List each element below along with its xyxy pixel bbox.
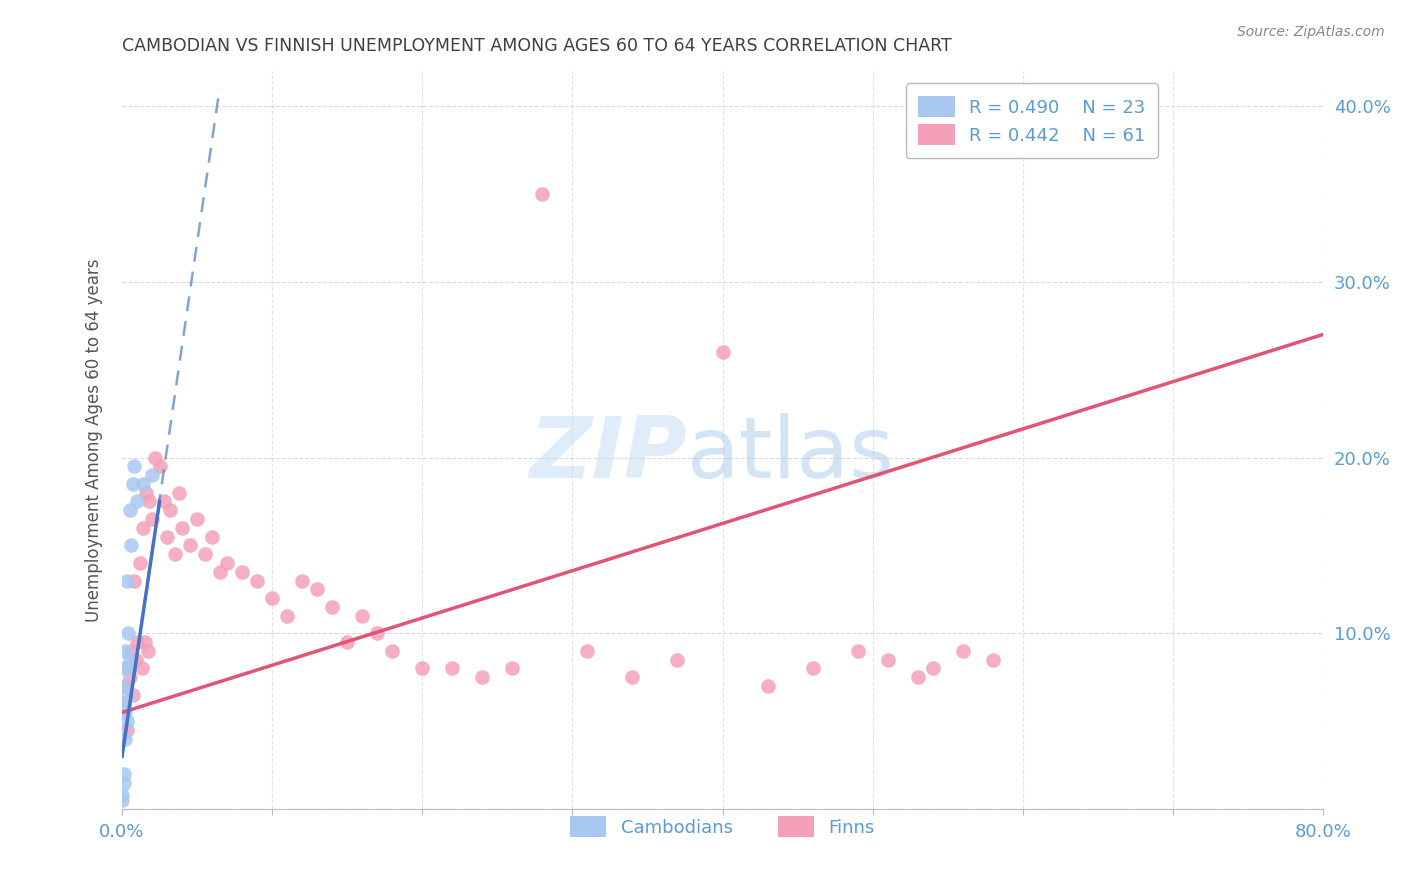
Point — [163, 547, 186, 561]
Point — [756, 679, 779, 693]
Point — [186, 512, 208, 526]
Point — [307, 582, 329, 597]
Point — [321, 599, 343, 614]
Point — [111, 788, 134, 802]
Point — [148, 459, 170, 474]
Point — [135, 485, 157, 500]
Point — [711, 345, 734, 359]
Point — [114, 644, 136, 658]
Point — [217, 556, 239, 570]
Point — [112, 767, 135, 781]
Text: Source: ZipAtlas.com: Source: ZipAtlas.com — [1237, 25, 1385, 39]
Point — [907, 670, 929, 684]
Point — [167, 485, 190, 500]
Point — [115, 688, 138, 702]
Point — [262, 591, 284, 606]
Point — [125, 635, 148, 649]
Point — [801, 661, 824, 675]
Point — [118, 503, 141, 517]
Point — [576, 644, 599, 658]
Point — [118, 653, 141, 667]
Text: atlas: atlas — [686, 413, 894, 496]
Point — [531, 186, 554, 201]
Point — [118, 670, 141, 684]
Point — [208, 565, 231, 579]
Point — [172, 521, 194, 535]
Point — [846, 644, 869, 658]
Point — [121, 688, 143, 702]
Point — [952, 644, 974, 658]
Point — [381, 644, 404, 658]
Point — [141, 512, 163, 526]
Point — [120, 644, 142, 658]
Point — [156, 530, 179, 544]
Point — [125, 494, 148, 508]
Point — [666, 653, 689, 667]
Point — [124, 653, 146, 667]
Text: CAMBODIAN VS FINNISH UNEMPLOYMENT AMONG AGES 60 TO 64 YEARS CORRELATION CHART: CAMBODIAN VS FINNISH UNEMPLOYMENT AMONG … — [122, 37, 952, 55]
Point — [981, 653, 1004, 667]
Point — [201, 530, 224, 544]
Point — [134, 635, 156, 649]
Point — [276, 608, 298, 623]
Point — [111, 706, 134, 720]
Point — [120, 538, 142, 552]
Point — [153, 494, 176, 508]
Point — [129, 556, 152, 570]
Point — [246, 574, 269, 588]
Point — [115, 574, 138, 588]
Point — [111, 793, 134, 807]
Point — [115, 723, 138, 737]
Legend: Cambodians, Finns: Cambodians, Finns — [562, 809, 882, 845]
Point — [179, 538, 201, 552]
Point — [621, 670, 644, 684]
Point — [117, 626, 139, 640]
Point — [336, 635, 359, 649]
Point — [131, 661, 153, 675]
Point — [114, 679, 136, 693]
Point — [117, 661, 139, 675]
Point — [112, 776, 135, 790]
Point — [138, 494, 160, 508]
Point — [471, 670, 494, 684]
Point — [112, 697, 135, 711]
Point — [114, 731, 136, 746]
Point — [194, 547, 217, 561]
Point — [132, 476, 155, 491]
Point — [114, 679, 136, 693]
Point — [411, 661, 433, 675]
Point — [291, 574, 314, 588]
Y-axis label: Unemployment Among Ages 60 to 64 years: Unemployment Among Ages 60 to 64 years — [86, 258, 103, 622]
Point — [159, 503, 181, 517]
Point — [122, 574, 145, 588]
Point — [352, 608, 374, 623]
Point — [117, 661, 139, 675]
Point — [231, 565, 253, 579]
Point — [441, 661, 464, 675]
Point — [876, 653, 898, 667]
Point — [114, 706, 136, 720]
Point — [921, 661, 943, 675]
Point — [136, 644, 159, 658]
Point — [132, 521, 155, 535]
Point — [115, 714, 138, 729]
Point — [141, 468, 163, 483]
Point — [143, 450, 166, 465]
Point — [112, 661, 135, 675]
Text: ZIP: ZIP — [529, 413, 686, 496]
Point — [501, 661, 523, 675]
Point — [112, 697, 135, 711]
Point — [366, 626, 388, 640]
Point — [122, 459, 145, 474]
Point — [121, 476, 143, 491]
